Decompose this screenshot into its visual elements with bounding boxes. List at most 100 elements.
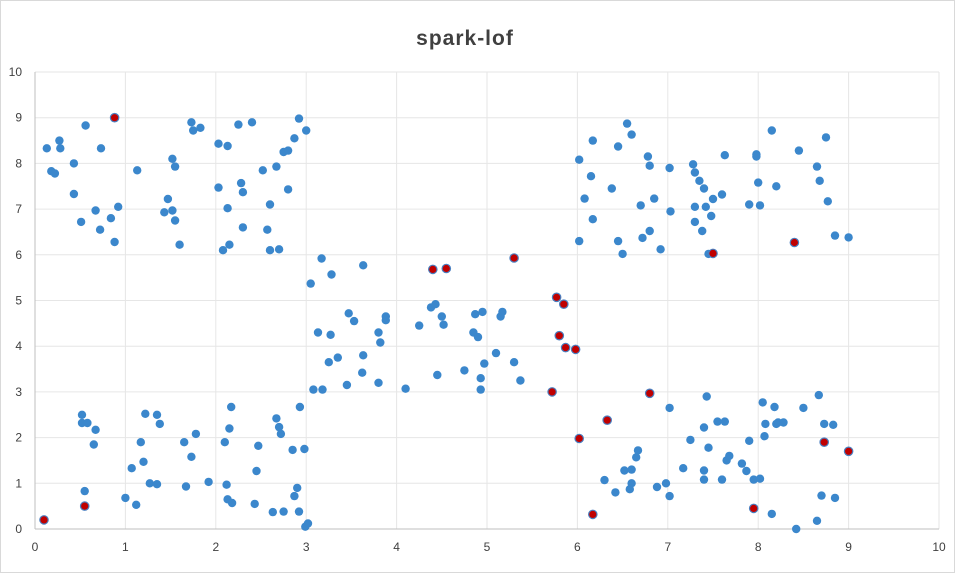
data-point-194 [699, 475, 709, 484]
y-tick-label-4: 4 [15, 339, 22, 353]
data-point-55 [121, 493, 130, 503]
data-point-171 [767, 126, 776, 135]
data-point-42 [274, 245, 284, 254]
outlier-point-6 [554, 330, 565, 341]
data-point-133 [580, 194, 589, 203]
data-point-209 [758, 398, 767, 407]
data-point-35 [238, 223, 248, 232]
data-point-129 [498, 307, 507, 317]
data-point-84 [288, 445, 297, 455]
data-point-175 [815, 176, 824, 185]
data-point-63 [152, 480, 162, 489]
data-point-189 [661, 479, 671, 488]
data-point-217 [792, 524, 801, 534]
data-point-19 [168, 154, 177, 163]
grid-lines [35, 71, 940, 529]
data-point-34 [238, 188, 248, 197]
data-point-145 [638, 233, 647, 243]
data-point-170 [755, 201, 765, 210]
data-point-20 [170, 162, 180, 171]
outlier-point-4 [551, 292, 562, 303]
data-point-132 [575, 155, 584, 164]
data-point-6 [69, 189, 79, 199]
data-point-184 [627, 479, 636, 488]
outlier-point-19 [79, 501, 90, 511]
data-point-56 [127, 464, 136, 473]
data-point-100 [333, 353, 342, 362]
data-point-39 [265, 200, 275, 209]
data-point-143 [627, 130, 636, 139]
outlier-point-15 [819, 437, 829, 447]
data-point-206 [745, 436, 754, 445]
data-point-208 [755, 474, 765, 483]
data-point-191 [665, 403, 674, 413]
data-point-59 [139, 457, 148, 466]
data-point-8 [81, 121, 90, 130]
data-point-224 [830, 493, 840, 503]
data-point-108 [374, 378, 383, 387]
outlier-point-14 [789, 237, 800, 248]
data-point-210 [760, 432, 769, 441]
data-point-140 [613, 236, 623, 246]
data-point-223 [829, 420, 838, 429]
outlier-point-2 [441, 263, 452, 274]
data-point-49 [77, 410, 87, 419]
data-point-123 [476, 374, 485, 383]
x-tick-label-6: 6 [574, 540, 581, 554]
data-point-201 [720, 417, 729, 426]
x-tick-label-8: 8 [755, 540, 762, 554]
data-point-5 [69, 159, 79, 168]
y-tick-label-2: 2 [15, 431, 22, 445]
data-point-94 [313, 328, 323, 337]
data-point-99 [327, 270, 336, 279]
outlier-point-0 [109, 112, 120, 123]
data-point-187 [633, 446, 643, 455]
data-point-41 [272, 162, 281, 171]
y-tick-label-3: 3 [15, 385, 22, 399]
outlier-point-13 [708, 248, 718, 259]
data-point-58 [136, 438, 145, 447]
data-point-142 [622, 119, 632, 128]
axes [34, 72, 939, 530]
data-point-83 [279, 507, 288, 516]
data-point-46 [290, 134, 299, 143]
data-point-219 [812, 516, 822, 525]
data-point-23 [187, 118, 196, 127]
data-point-91 [303, 519, 313, 528]
data-point-117 [437, 312, 446, 321]
data-point-25 [196, 123, 205, 132]
data-point-96 [318, 385, 327, 394]
data-point-105 [359, 261, 368, 270]
data-point-135 [588, 136, 597, 145]
data-point-13 [110, 237, 119, 247]
y-tick-label-6: 6 [15, 248, 22, 262]
data-point-174 [812, 162, 822, 171]
data-point-164 [717, 190, 727, 199]
x-tick-label-9: 9 [845, 540, 852, 554]
data-point-10 [95, 225, 105, 234]
data-point-45 [283, 185, 293, 194]
data-point-152 [666, 207, 675, 216]
data-point-22 [175, 240, 184, 249]
outlier-point-7 [560, 342, 571, 353]
data-point-102 [344, 309, 353, 318]
data-point-14 [114, 202, 123, 211]
x-tick-label-7: 7 [664, 540, 671, 554]
data-point-148 [645, 226, 654, 236]
data-point-98 [326, 330, 335, 339]
data-point-74 [227, 402, 236, 412]
data-point-3 [55, 136, 64, 145]
data-point-31 [225, 240, 234, 249]
data-point-193 [686, 435, 695, 445]
data-point-113 [415, 321, 424, 330]
data-point-65 [180, 438, 189, 447]
data-point-107 [374, 328, 383, 337]
data-point-70 [220, 438, 229, 447]
data-point-144 [636, 201, 645, 210]
data-point-195 [699, 466, 709, 475]
outlier-point-20 [39, 515, 49, 525]
data-point-69 [204, 477, 213, 487]
data-point-141 [618, 249, 627, 259]
data-point-71 [222, 480, 231, 489]
